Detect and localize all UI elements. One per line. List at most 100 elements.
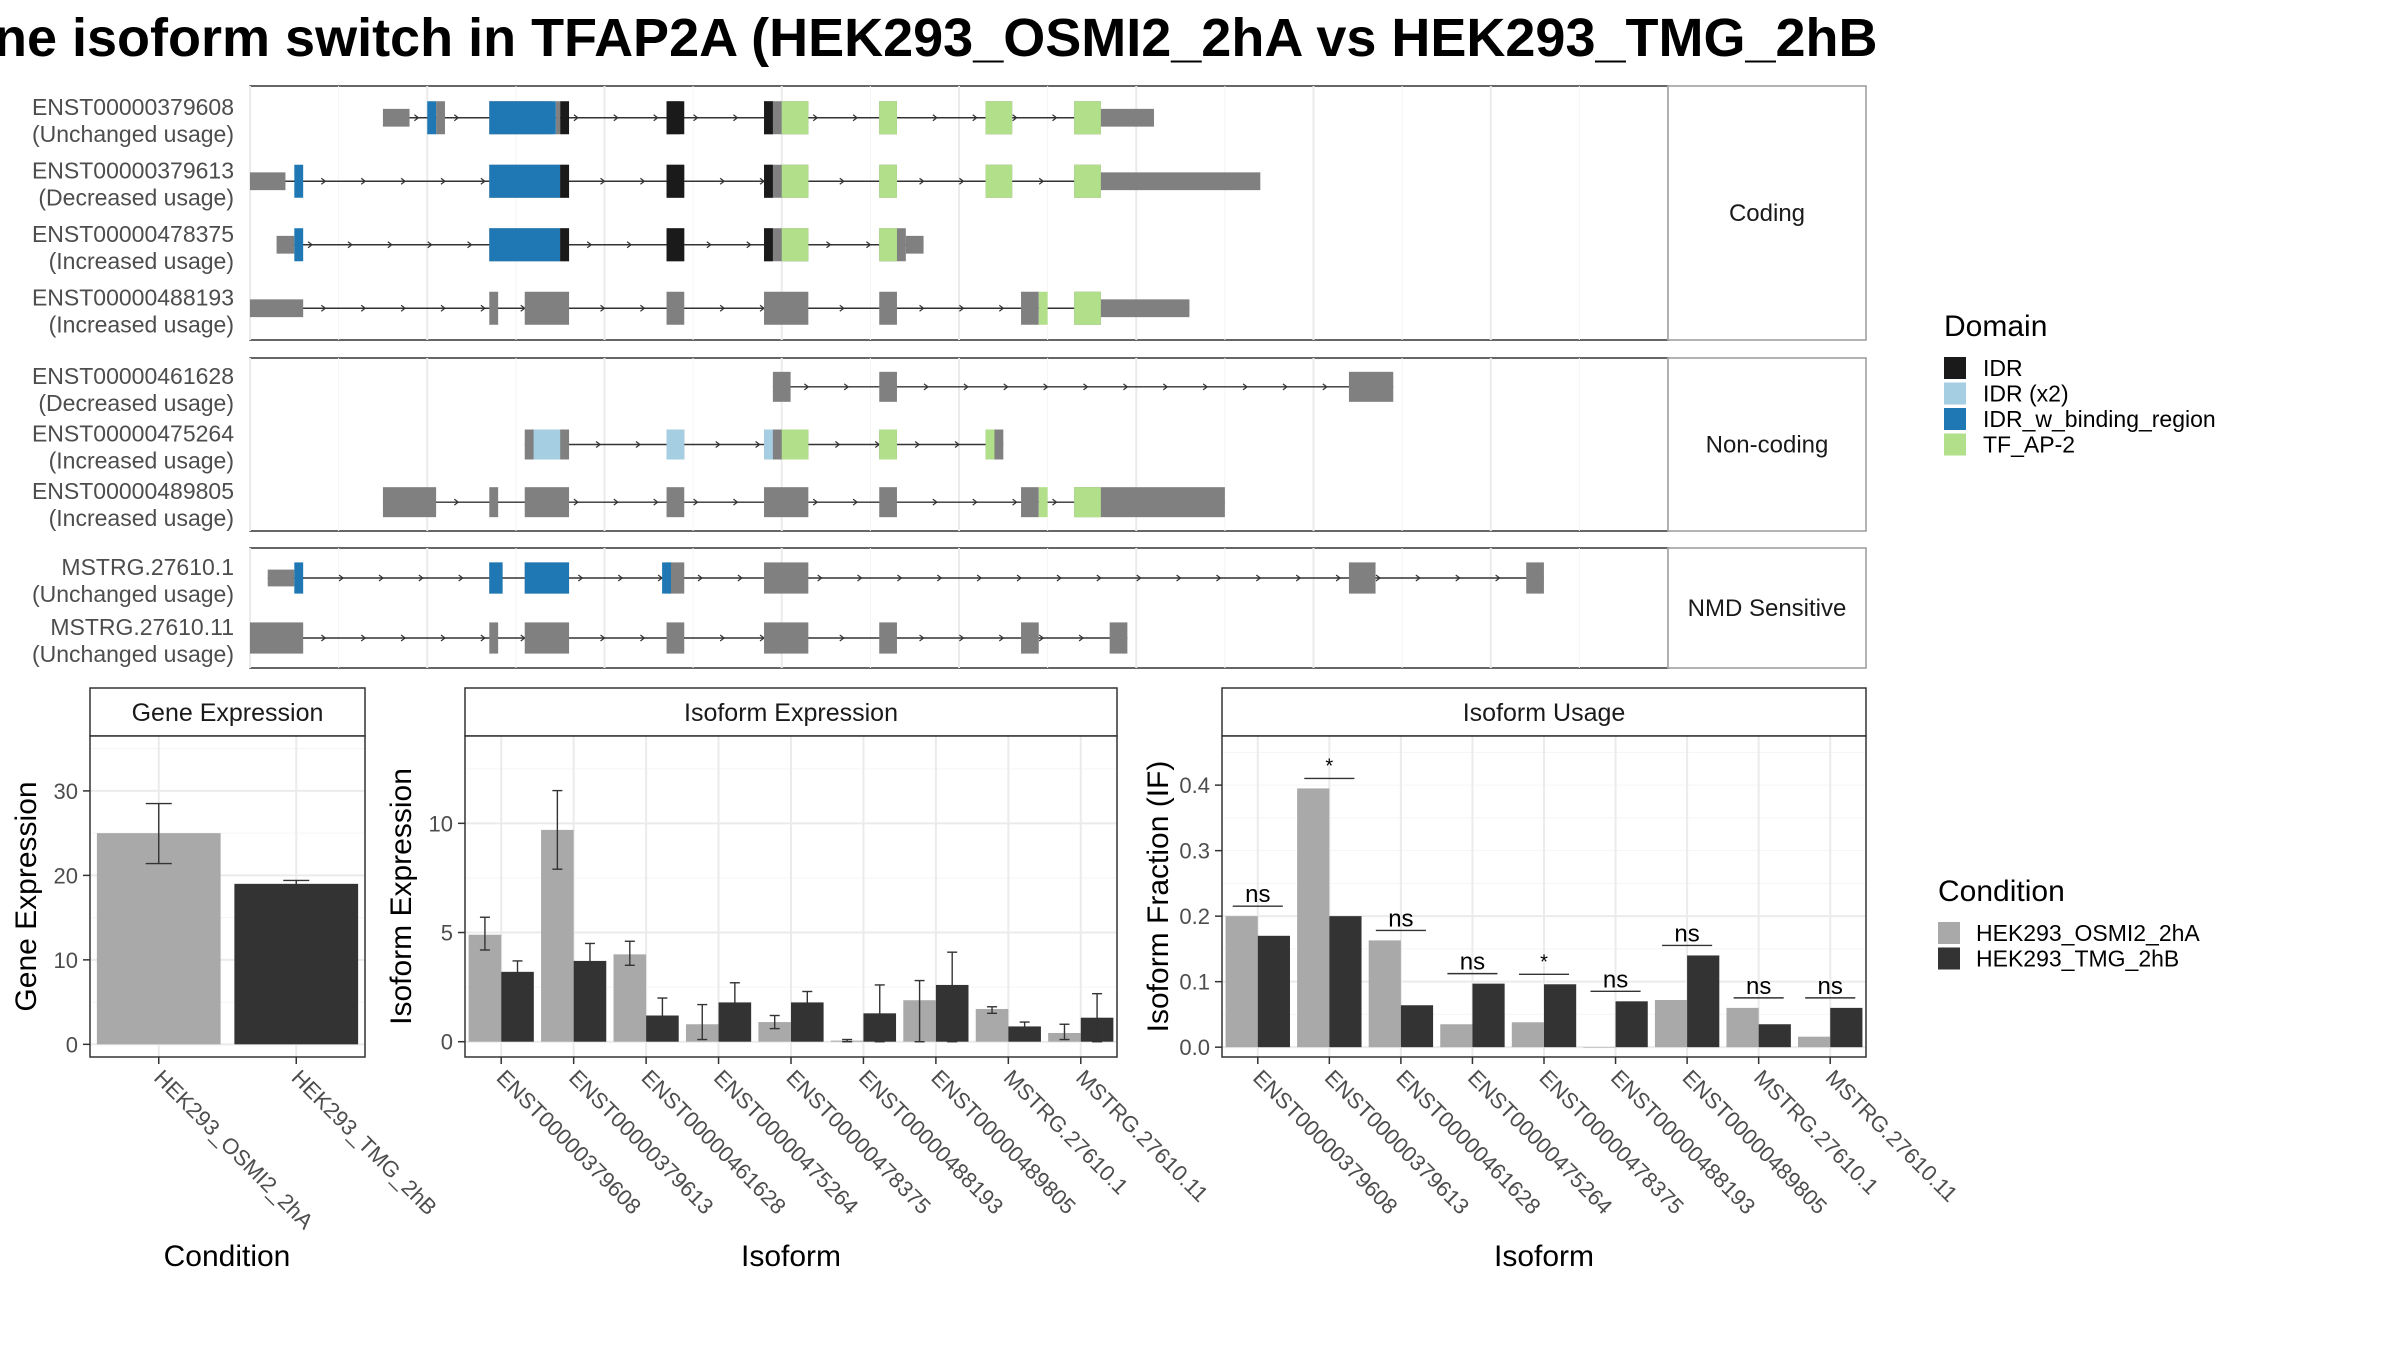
exon bbox=[879, 487, 897, 518]
domain-block bbox=[1074, 164, 1101, 198]
direction-arrow bbox=[715, 441, 721, 448]
facet-strip bbox=[464, 687, 1118, 737]
exon bbox=[1348, 371, 1394, 402]
exon bbox=[436, 101, 445, 135]
domain-block bbox=[489, 562, 503, 594]
direction-arrow bbox=[998, 634, 1005, 642]
direction-arrow bbox=[320, 634, 327, 642]
transcript-id-label: ENST00000488193 bbox=[32, 284, 234, 310]
domain-block bbox=[879, 429, 897, 460]
bar bbox=[613, 954, 647, 1042]
transcript-usage-label: (Increased usage) bbox=[49, 505, 234, 531]
exon bbox=[879, 291, 897, 325]
direction-arrow bbox=[600, 177, 606, 185]
direction-arrow bbox=[414, 114, 420, 122]
direction-arrow bbox=[834, 441, 841, 448]
exon bbox=[250, 172, 286, 191]
bar bbox=[1008, 1026, 1041, 1042]
direction-arrow bbox=[573, 114, 579, 122]
direction-arrow bbox=[1012, 498, 1018, 506]
domain-block bbox=[781, 228, 809, 262]
transcript-row bbox=[772, 371, 1394, 402]
bar bbox=[1830, 1007, 1863, 1048]
direction-arrow bbox=[600, 634, 606, 642]
exon bbox=[489, 487, 499, 518]
direction-arrow bbox=[626, 241, 633, 249]
significance-label: ns bbox=[1674, 920, 1699, 947]
transcript-row bbox=[382, 101, 1154, 135]
direction-arrow bbox=[586, 241, 593, 249]
exon bbox=[382, 108, 410, 127]
direction-arrow bbox=[360, 304, 367, 312]
domain-legend-swatch bbox=[1944, 357, 1966, 379]
direction-arrow bbox=[480, 304, 486, 312]
domain-legend-swatch bbox=[1944, 433, 1966, 456]
domain-block bbox=[560, 164, 570, 198]
domain-block bbox=[666, 164, 685, 198]
domain-block bbox=[985, 101, 1013, 135]
direction-arrow bbox=[959, 634, 965, 642]
y-tick-label: 0.1 bbox=[1179, 970, 1210, 995]
significance-label: ns bbox=[1746, 973, 1771, 1000]
bar bbox=[234, 883, 359, 1045]
direction-arrow bbox=[1255, 574, 1262, 582]
facet-strip bbox=[89, 687, 366, 737]
exon bbox=[1021, 487, 1039, 518]
x-axis-label: Condition bbox=[164, 1240, 291, 1273]
condition-legend-label: HEK293_OSMI2_2hA bbox=[1976, 920, 2200, 946]
domain-block bbox=[666, 429, 685, 460]
transcript-row bbox=[524, 429, 1004, 460]
direction-arrow bbox=[577, 574, 584, 582]
exon bbox=[1021, 622, 1039, 654]
direction-arrow bbox=[866, 241, 872, 249]
panel-title: Isoform Usage bbox=[1463, 699, 1626, 727]
transcript-usage-label: (Increased usage) bbox=[49, 448, 234, 474]
direction-arrow bbox=[914, 441, 921, 448]
x-tick-label: MSTRG.27610.11 bbox=[1821, 1065, 1963, 1207]
direction-arrow bbox=[1295, 574, 1302, 582]
direction-arrow bbox=[440, 634, 446, 642]
direction-arrow bbox=[1043, 383, 1049, 391]
direction-arrow bbox=[972, 498, 978, 506]
exon bbox=[764, 562, 809, 594]
domain-legend-title: Domain bbox=[1944, 310, 2047, 343]
y-tick-label: 20 bbox=[54, 863, 78, 888]
direction-arrow bbox=[1202, 383, 1209, 391]
bar bbox=[501, 971, 534, 1042]
bar bbox=[975, 1008, 1009, 1042]
y-tick-label: 10 bbox=[54, 948, 78, 973]
direction-arrow bbox=[972, 114, 978, 122]
direction-arrow bbox=[1052, 498, 1058, 506]
transcript-row bbox=[250, 164, 1261, 198]
direction-arrow bbox=[733, 498, 739, 506]
condition-legend-swatch bbox=[1938, 922, 1960, 944]
direction-arrow bbox=[573, 498, 579, 506]
transcript-row bbox=[250, 291, 1190, 325]
exon bbox=[879, 371, 897, 402]
direction-arrow bbox=[812, 114, 819, 122]
domain-block bbox=[666, 101, 685, 135]
direction-arrow bbox=[1038, 634, 1045, 642]
exon bbox=[489, 622, 499, 654]
exon bbox=[524, 291, 570, 325]
direction-arrow bbox=[1322, 383, 1328, 391]
exon bbox=[764, 622, 809, 654]
direction-arrow bbox=[719, 634, 726, 642]
transcript-usage-label: (Decreased usage) bbox=[38, 184, 234, 210]
domain-block bbox=[879, 164, 897, 198]
y-axis-label: Isoform Expression bbox=[385, 768, 418, 1025]
direction-arrow bbox=[693, 114, 699, 122]
direction-arrow bbox=[919, 634, 925, 642]
domain-block bbox=[781, 101, 809, 135]
direction-arrow bbox=[812, 498, 819, 506]
domain-block bbox=[1074, 487, 1101, 518]
direction-arrow bbox=[1455, 574, 1461, 582]
bar bbox=[1257, 935, 1290, 1048]
significance-label: ns bbox=[1460, 949, 1485, 976]
direction-arrow bbox=[360, 634, 367, 642]
domain-block bbox=[1074, 101, 1101, 135]
facet-label: Non-coding bbox=[1706, 432, 1829, 459]
panel-title: Gene Expression bbox=[132, 699, 324, 727]
domain-block bbox=[764, 228, 773, 262]
